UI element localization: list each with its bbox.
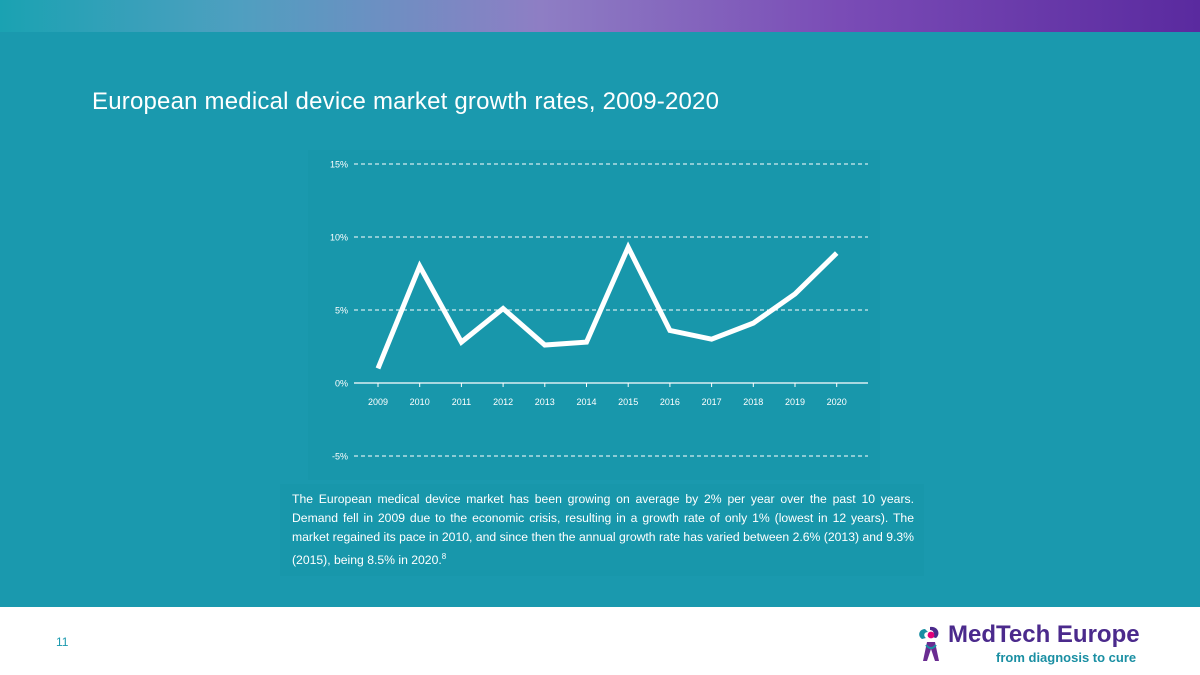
x-tick-label: 2012 [493, 397, 513, 407]
growth-line-chart: 15% 10% 5% 0% -5% 2009 2010 2011 2012 2013 2014 201… [330, 160, 868, 462]
x-tick-label: 2018 [743, 397, 763, 407]
x-tick-label: 2017 [702, 397, 722, 407]
x-tick-label: 2009 [368, 397, 388, 407]
x-tick-label: 2013 [535, 397, 555, 407]
page-number: 11 [56, 635, 69, 649]
y-tick-label: 15% [330, 160, 348, 170]
y-tick-label: 0% [335, 379, 348, 389]
x-tick-label: 2019 [785, 397, 805, 407]
data-point [459, 340, 464, 345]
data-point [376, 366, 381, 371]
data-point [751, 321, 756, 326]
y-tick-label: 10% [330, 233, 348, 243]
x-tick-label: 2020 [827, 397, 847, 407]
data-point [417, 264, 422, 269]
data-point [584, 340, 589, 345]
x-tick-label: 2016 [660, 397, 680, 407]
slide-title: European medical device market growth ra… [92, 88, 720, 115]
y-tick-label: -5% [332, 452, 348, 462]
header-gradient-bar [0, 0, 1200, 32]
data-point [793, 291, 798, 296]
description-body: The European medical device market has b… [292, 492, 914, 568]
logo-tagline: from diagnosis to cure [996, 650, 1137, 665]
x-tick-label: 2011 [452, 397, 471, 407]
y-tick-label: 5% [335, 306, 348, 316]
growth-rate-line [375, 241, 839, 370]
footnote-ref: 8 [441, 552, 447, 561]
chart-panel: 15% 10% 5% 0% -5% 2009 2010 2011 2012 2013 2014 201… [308, 150, 880, 480]
data-point [667, 328, 672, 333]
description-panel: The European medical device market has b… [280, 484, 924, 576]
data-point [626, 245, 631, 250]
x-tick-label: 2015 [618, 397, 638, 407]
medtech-europe-logo: MedTech Europe from diagnosis to cure [916, 621, 1142, 669]
data-point [834, 251, 839, 256]
data-point [709, 337, 714, 342]
logo-figure-icon [919, 626, 939, 661]
x-tick-label: 2014 [576, 397, 596, 407]
data-point [542, 343, 547, 348]
description-text: The European medical device market has b… [292, 490, 914, 570]
x-tick-label: 2010 [410, 397, 430, 407]
footer: 11 MedTech Europe from diagnosis to cure [0, 607, 1200, 675]
logo-name: MedTech Europe [948, 621, 1140, 648]
data-point [501, 306, 506, 311]
